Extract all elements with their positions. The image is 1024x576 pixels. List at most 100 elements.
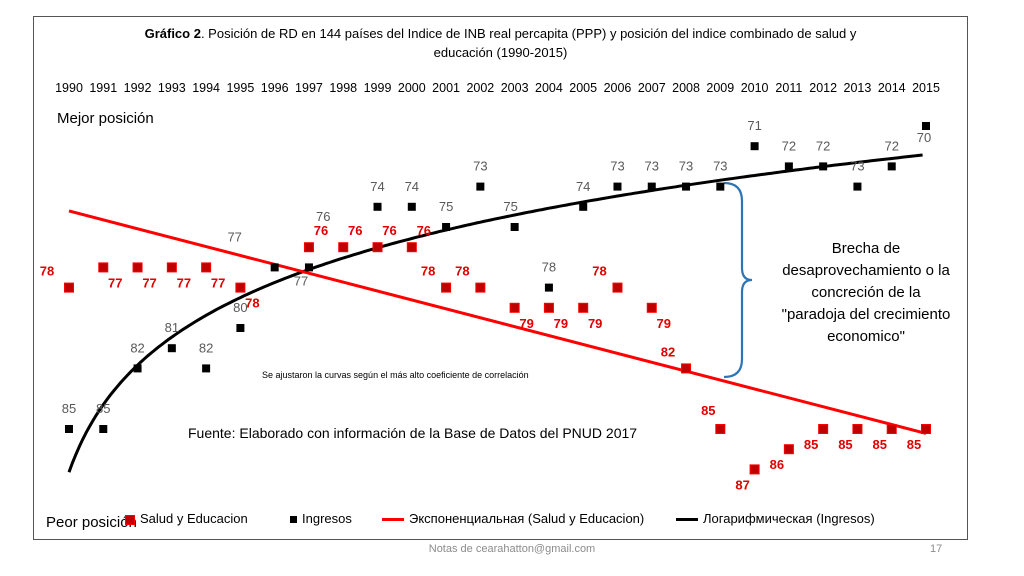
salud-data-label: 78: [455, 264, 469, 279]
ingresos-marker: [510, 223, 519, 231]
legend-label-salud: Salud y Educacion: [140, 511, 248, 526]
salud-marker: [338, 242, 349, 253]
x-tick-label: 2006: [604, 81, 632, 95]
ingresos-data-label: 73: [473, 159, 487, 174]
x-tick-label: 2010: [741, 81, 769, 95]
ingresos-marker: [579, 202, 588, 211]
legend-label-ingresos: Ingresos: [302, 511, 352, 526]
ingresos-data-label: 73: [645, 159, 659, 174]
x-tick-label: 2003: [501, 81, 529, 95]
ingresos-marker: [750, 142, 759, 151]
salud-data-label: 76: [417, 223, 431, 238]
salud-data-label: 79: [519, 316, 533, 331]
salud-data-label: 78: [421, 264, 435, 279]
ingresos-data-label: 73: [610, 159, 624, 174]
salud-marker: [406, 242, 417, 253]
salud-marker: [783, 444, 794, 455]
ingresos-data-label: 72: [816, 138, 830, 153]
x-tick-label: 1992: [124, 81, 152, 95]
gap-text-line: desaprovechamiento o la: [782, 262, 950, 279]
x-tick-label: 2012: [809, 81, 837, 95]
salud-data-label: 76: [314, 223, 328, 238]
x-tick-label: 2011: [775, 81, 802, 95]
salud-data-label: 77: [142, 275, 156, 290]
red-line-icon: [382, 518, 404, 522]
x-tick-label: 1997: [295, 81, 323, 95]
worst-position-note: Peor posición: [46, 514, 137, 531]
ingresos-data-label: 74: [576, 179, 590, 194]
salud-data-label: 79: [554, 316, 568, 331]
ingresos-marker: [819, 162, 828, 171]
chart-title: Gráfico 2. Posición de RD en 144 países …: [33, 26, 968, 41]
salud-marker: [852, 424, 863, 434]
x-tick-label: 2005: [569, 81, 597, 95]
ingresos-data-label: 71: [747, 118, 761, 133]
salud-data-label: 85: [701, 403, 715, 418]
x-tick-label: 1994: [192, 81, 220, 95]
salud-marker: [543, 302, 554, 313]
best-position-note: Mejor posición: [57, 110, 154, 127]
ingresos-data-label: 85: [96, 401, 110, 416]
ingresos-data-label: 73: [850, 159, 864, 174]
chart-title-line2: educación (1990-2015): [433, 45, 568, 60]
salud-marker: [612, 282, 623, 293]
salud-data-label: 78: [245, 296, 259, 311]
salud-marker: [886, 424, 897, 434]
ingresos-marker: [373, 202, 382, 211]
salud-data-label: 87: [735, 477, 749, 492]
salud-marker: [715, 424, 726, 434]
ingresos-marker: [476, 182, 485, 191]
salud-data-label: 85: [804, 437, 818, 452]
x-tick-label: 1995: [226, 81, 254, 95]
legend-label-exp-trend: Экспоненциальная (Salud y Educacion): [409, 511, 645, 526]
ingresos-marker: [167, 344, 176, 353]
salud-data-label: 82: [661, 344, 675, 359]
salud-marker: [681, 363, 692, 374]
ingresos-data-label: 82: [130, 340, 144, 355]
x-tick-label: 2001: [432, 81, 460, 95]
salud-data-label: 77: [108, 275, 122, 290]
ingresos-marker: [133, 364, 142, 373]
ingresos-marker: [544, 283, 553, 292]
salud-marker: [818, 424, 829, 434]
ingresos-data-label: 75: [503, 199, 517, 214]
x-tick-label: 1996: [261, 81, 289, 95]
fit-note: Se ajustaron la curvas según el más alto…: [262, 370, 529, 380]
x-tick-label: 2000: [398, 81, 426, 95]
x-tick-label: 1998: [329, 81, 357, 95]
ingresos-data-label: 73: [713, 159, 727, 174]
chart-frame: [33, 16, 968, 540]
salud-data-label: 79: [657, 316, 671, 331]
ingresos-marker: [65, 425, 73, 433]
gap-annotation: Brecha de desaprovechamiento o la concre…: [766, 238, 966, 348]
x-tick-label: 2004: [535, 81, 563, 95]
salud-marker: [578, 302, 589, 313]
ingresos-data-label: 85: [62, 401, 76, 416]
legend-item-ingresos: Ingresos: [290, 511, 352, 526]
salud-data-label: 77: [211, 275, 225, 290]
salud-marker: [201, 262, 212, 273]
legend-item-log-trend: Логарифмическая (Ingresos): [676, 511, 875, 526]
salud-marker: [166, 262, 177, 273]
ingresos-data-label: 74: [405, 179, 419, 194]
salud-marker: [372, 242, 383, 253]
ingresos-data-label: 80: [233, 300, 247, 315]
salud-data-label: 77: [177, 275, 191, 290]
legend-label-log-trend: Логарифмическая (Ingresos): [703, 511, 875, 526]
ingresos-data-label: 73: [679, 159, 693, 174]
x-tick-label: 2013: [844, 81, 872, 95]
gap-text-line: concreción de la: [811, 284, 921, 301]
gap-brace: [723, 181, 753, 379]
black-square-marker-icon: [290, 516, 297, 524]
salud-data-label: 79: [588, 316, 602, 331]
gap-text-line: "paradoja del crecimiento: [781, 306, 951, 323]
x-tick-label: 1993: [158, 81, 186, 95]
salud-marker: [921, 424, 931, 434]
salud-marker: [303, 242, 314, 253]
salud-marker: [235, 282, 246, 293]
red-square-marker-icon: [125, 514, 135, 525]
ingresos-marker: [270, 263, 279, 272]
salud-marker: [441, 282, 452, 293]
ingresos-data-label: 70: [917, 130, 931, 145]
